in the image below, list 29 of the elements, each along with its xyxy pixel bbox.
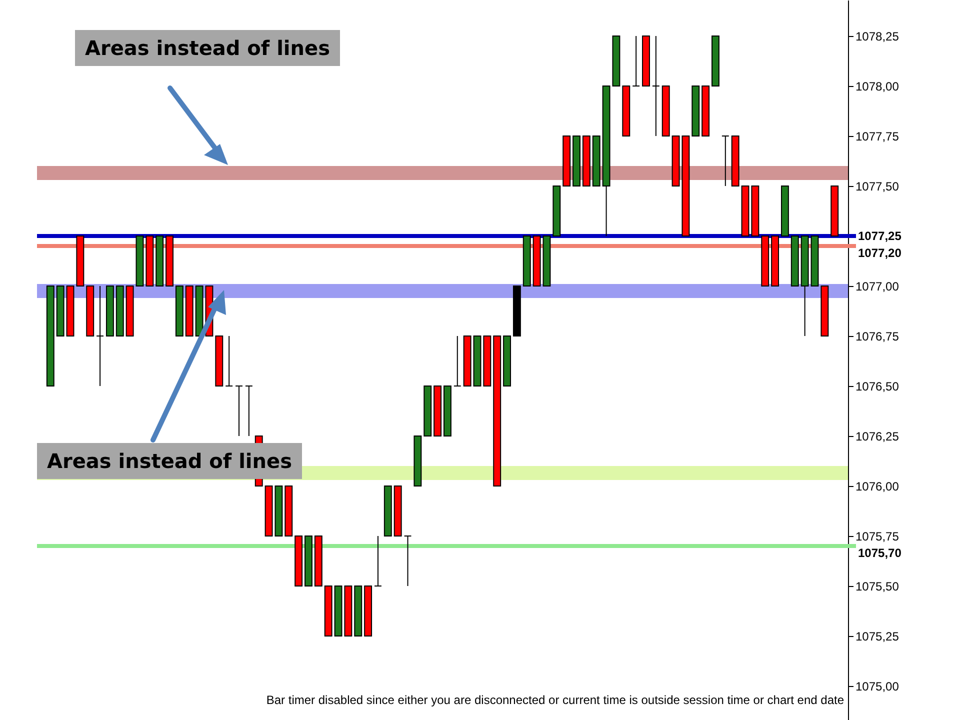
y-tick-label: 1076,25 bbox=[856, 430, 900, 444]
y-tick-label: 1078,00 bbox=[856, 80, 900, 94]
annotation: Areas instead of lines bbox=[75, 30, 340, 66]
y-tick-label: 1077,50 bbox=[856, 180, 900, 194]
y-tick-label: 1075,50 bbox=[856, 580, 900, 594]
candlestick bbox=[652, 36, 660, 136]
candlestick bbox=[632, 36, 640, 86]
candlestick bbox=[225, 336, 234, 386]
y-tick-label: 1076,50 bbox=[856, 380, 900, 394]
candlestick bbox=[453, 336, 462, 386]
ref-line-label: 1077,20 bbox=[858, 246, 902, 260]
candlestick bbox=[244, 386, 253, 436]
candlestick bbox=[404, 536, 412, 586]
candlestick bbox=[721, 136, 730, 186]
annotation: Areas instead of lines bbox=[37, 443, 302, 479]
candlestick bbox=[96, 286, 104, 386]
y-tick-label: 1077,00 bbox=[856, 280, 900, 294]
annotation: Bar timer disabled since either you are disconnected or current time is outside session time or chart end date bbox=[266, 693, 844, 707]
y-tick-label: 1076,75 bbox=[856, 330, 900, 344]
y-tick-label: 1075,75 bbox=[856, 530, 900, 544]
candlestick bbox=[235, 386, 243, 436]
y-tick-label: 1075,00 bbox=[856, 680, 900, 694]
ref-line-label: 1075,70 bbox=[858, 546, 902, 560]
y-tick-label: 1077,75 bbox=[856, 130, 900, 144]
y-tick-label: 1075,25 bbox=[856, 630, 900, 644]
y-tick-label: 1078,25 bbox=[856, 30, 900, 44]
y-tick-label: 1076,00 bbox=[856, 480, 900, 494]
ref-line-label: 1077,25 bbox=[858, 229, 902, 243]
candlestick bbox=[374, 536, 382, 586]
